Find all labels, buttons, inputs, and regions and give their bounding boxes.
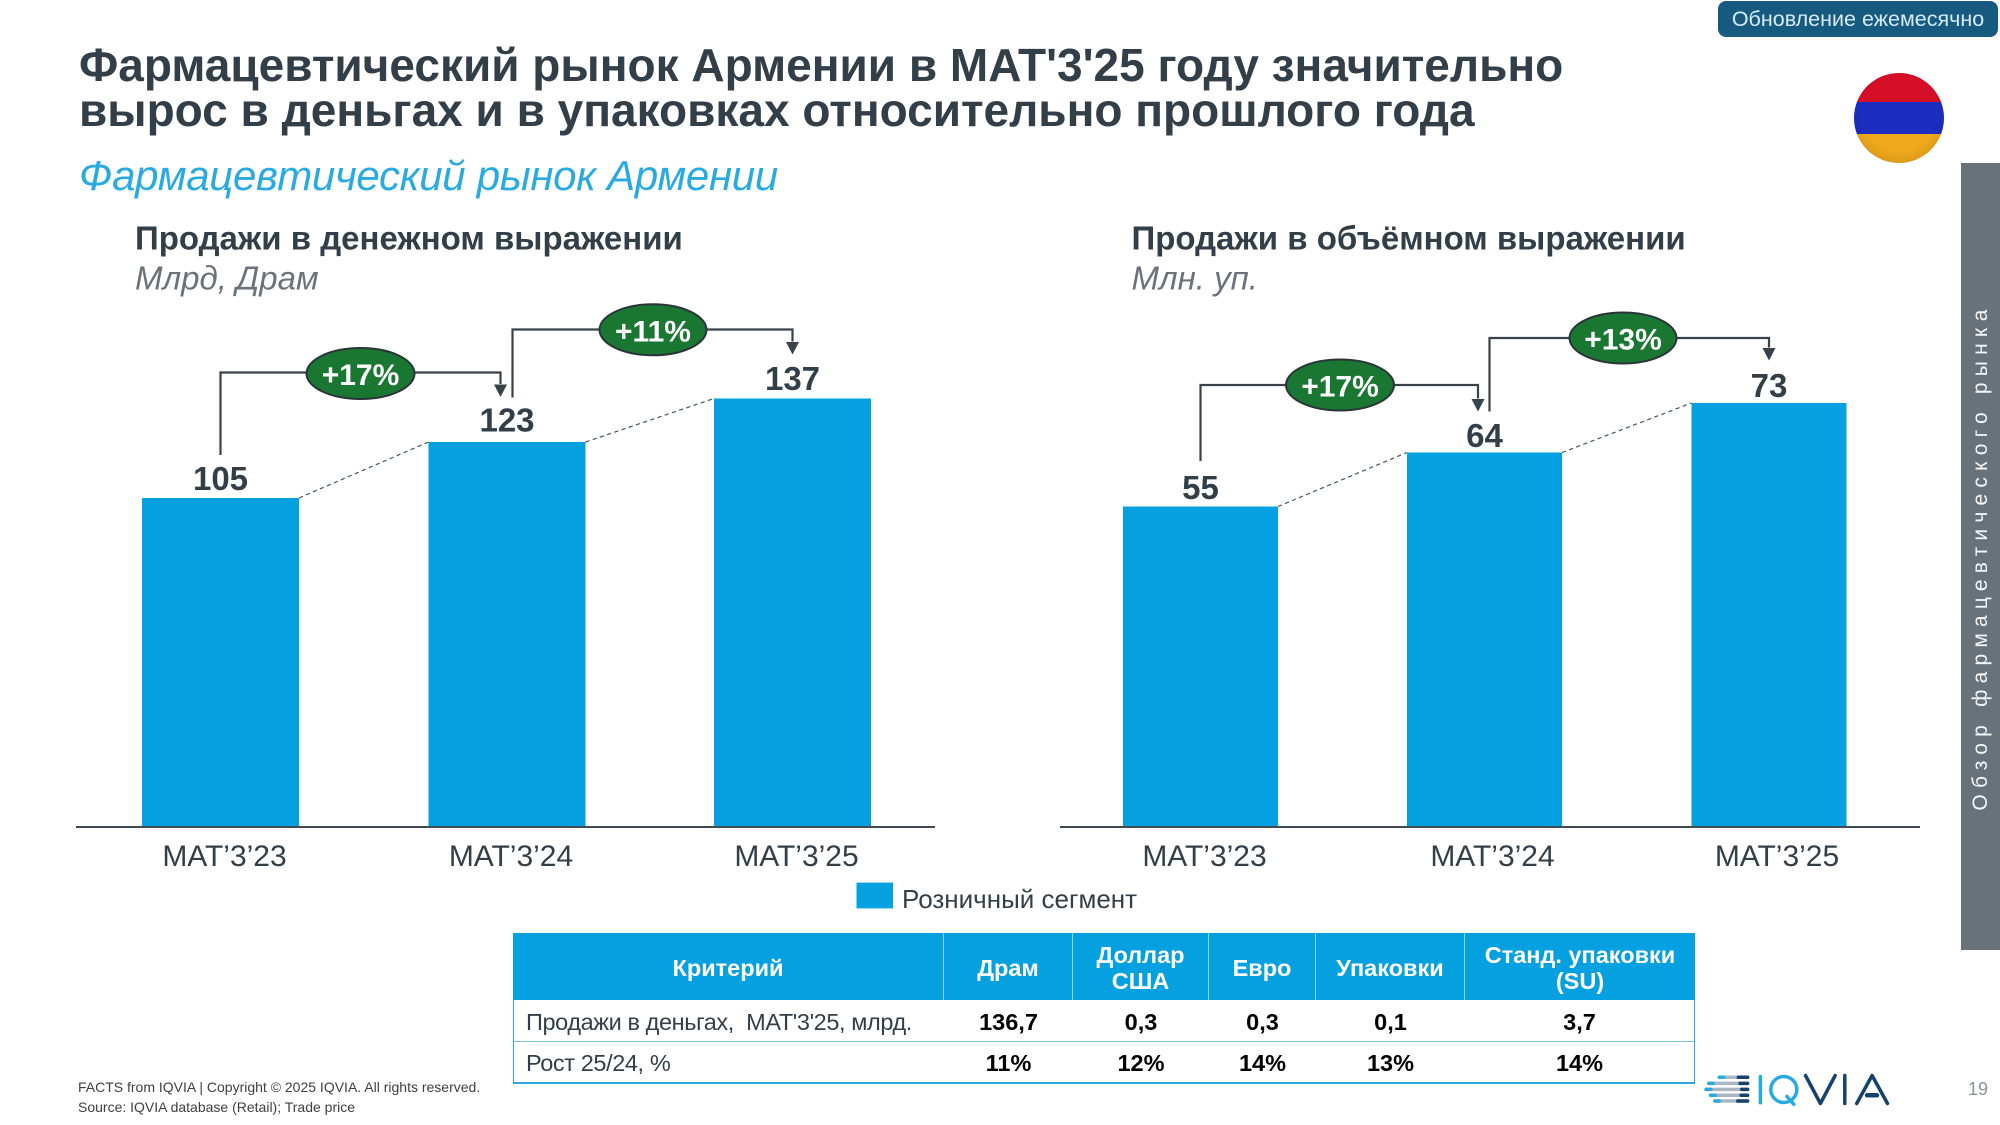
- svg-text:Млн. уп.: Млн. уп.: [1132, 260, 1258, 297]
- svg-text:105: 105: [193, 460, 248, 497]
- svg-text:+17%: +17%: [322, 359, 400, 392]
- svg-text:Млрд, Драм: Млрд, Драм: [135, 260, 319, 297]
- svg-text:МАТ’3’25: МАТ’3’25: [1715, 840, 1839, 873]
- svg-text:МАТ’3’25: МАТ’3’25: [734, 840, 858, 873]
- svg-text:+11%: +11%: [615, 316, 691, 349]
- svg-text:МАТ’3’24: МАТ’3’24: [1430, 840, 1554, 873]
- svg-text:Продажи в денежном выражении: Продажи в денежном выражении: [135, 220, 683, 257]
- svg-text:Розничный сегмент: Розничный сегмент: [902, 884, 1137, 914]
- svg-text:МАТ’3’24: МАТ’3’24: [449, 840, 573, 873]
- svg-text:55: 55: [1182, 469, 1219, 506]
- svg-text:МАТ’3’23: МАТ’3’23: [162, 840, 286, 873]
- svg-text:64: 64: [1466, 417, 1503, 454]
- svg-text:73: 73: [1751, 367, 1788, 404]
- svg-text:+13%: +13%: [1584, 324, 1662, 357]
- svg-text:123: 123: [479, 402, 534, 439]
- svg-text:+17%: +17%: [1301, 371, 1379, 404]
- svg-text:МАТ’3’23: МАТ’3’23: [1142, 840, 1266, 873]
- svg-text:Продажи в объёмном выражении: Продажи в объёмном выражении: [1132, 220, 1686, 257]
- svg-text:137: 137: [765, 360, 820, 397]
